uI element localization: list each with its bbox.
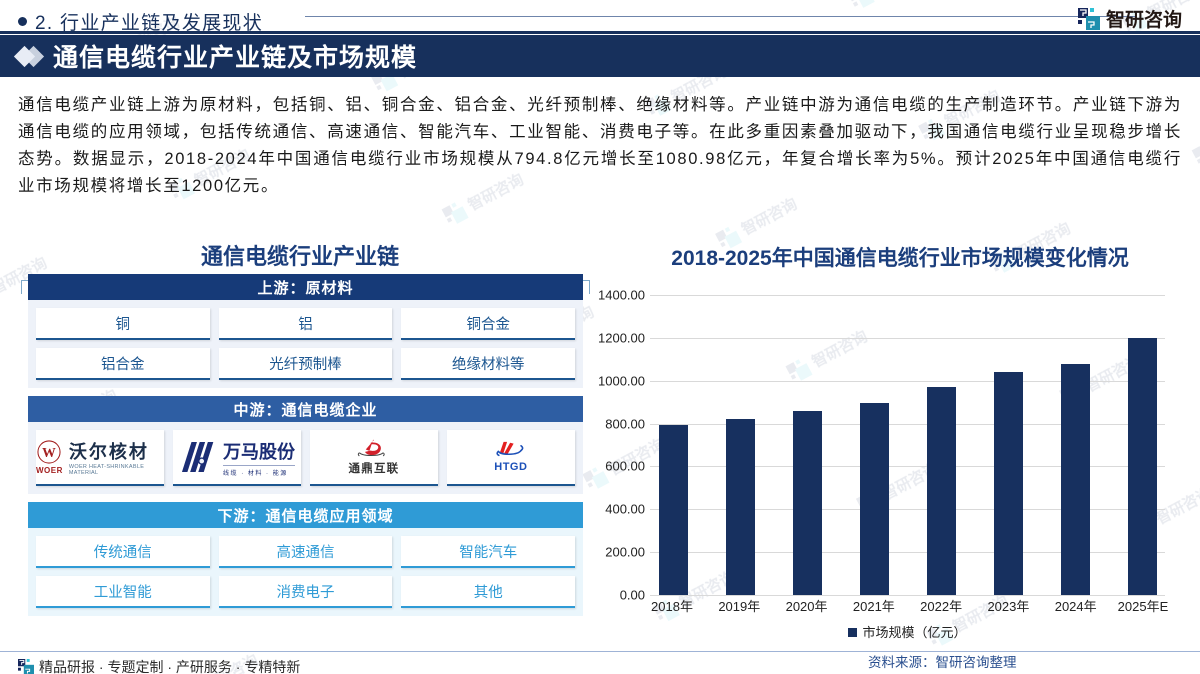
svg-text:W: W xyxy=(43,445,57,460)
